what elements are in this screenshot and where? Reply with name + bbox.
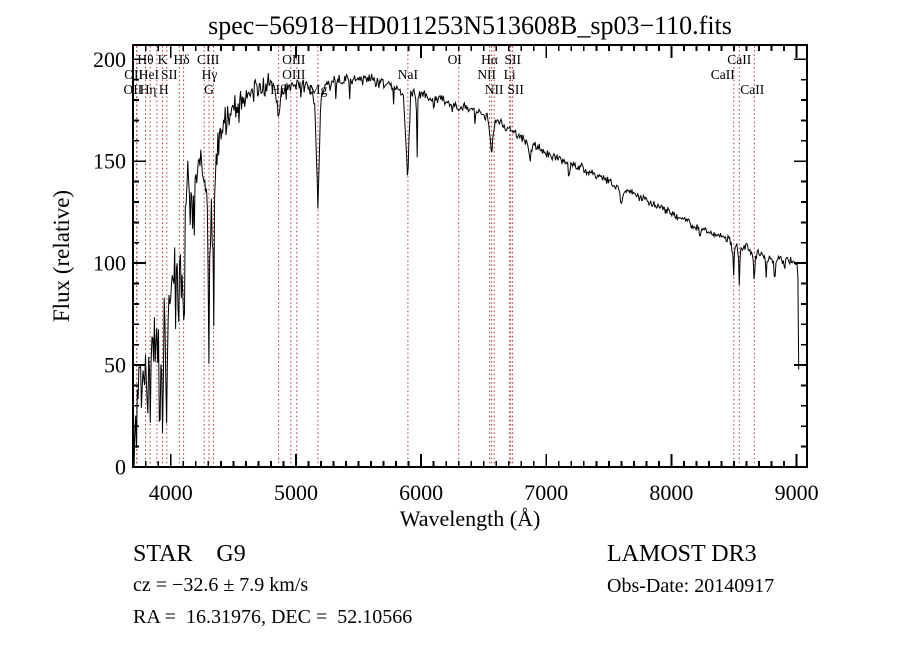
spectral-line-label: OIII <box>282 52 306 67</box>
axis-ticks <box>133 45 807 467</box>
spectral-line-label: NII <box>477 67 496 82</box>
y-tick-label: 200 <box>93 47 126 72</box>
y-tick-label: 0 <box>115 455 126 480</box>
obs-date-value: Obs-Date: 20140917 <box>607 575 775 597</box>
spectral-line-label: SII <box>504 52 521 67</box>
spectral-line-markers <box>136 46 755 466</box>
x-axis-label: Wavelength (Å) <box>399 506 541 531</box>
plot-title: spec−56918−HD011253N513608B_sp03−110.fit… <box>208 11 732 40</box>
x-tick-label: 8000 <box>649 480 693 505</box>
spectral-line-label: Hα <box>481 52 498 67</box>
class-subclass-label: STAR G9 <box>133 541 246 567</box>
survey-label: LAMOST DR3 <box>607 541 757 567</box>
y-tick-labels: 0 50 100 150 200 <box>93 47 126 480</box>
x-tick-label: 9000 <box>775 480 819 505</box>
spectral-line-label: SII <box>161 67 178 82</box>
spectral-line-label: Li <box>504 67 516 82</box>
spectral-line-label: CIII <box>197 52 220 67</box>
spectral-line-label: NII <box>485 82 504 97</box>
plot-frame <box>132 44 808 468</box>
spectral-line-label: CaII <box>740 82 764 97</box>
spectral-line-label: Hγ <box>202 67 218 82</box>
spectral-line-label: NaI <box>398 67 419 82</box>
spectral-line-label: OI <box>448 52 463 67</box>
spectral-line-label: CaII <box>711 67 735 82</box>
x-tick-label: 4000 <box>149 480 193 505</box>
cz-value: cz = −32.6 ± 7.9 km/s <box>133 574 309 596</box>
spectrum <box>132 73 800 467</box>
spectral-line-label: G <box>204 82 214 97</box>
spectral-line-label: K <box>158 52 168 67</box>
spectral-line-label: SII <box>507 82 524 97</box>
x-tick-labels: 4000 5000 6000 7000 8000 9000 <box>149 480 819 505</box>
y-tick-label: 100 <box>93 251 126 276</box>
frame <box>132 44 808 468</box>
x-tick-label: 6000 <box>399 480 443 505</box>
spectrum-trace <box>132 73 800 467</box>
ra-dec-value: RA = 16.31976, DEC = 52.10566 <box>133 606 413 628</box>
spectral-line-label: H <box>159 82 169 97</box>
y-tick-label: 150 <box>93 149 126 174</box>
spectral-line-label: Hη <box>140 82 157 97</box>
spectral-line-label: HeI <box>139 67 160 82</box>
spectral-line-label: CaII <box>727 52 751 67</box>
x-tick-label: 7000 <box>524 480 568 505</box>
x-tick-label: 5000 <box>274 480 318 505</box>
spectral-line-label: OIII <box>282 67 306 82</box>
spectral-line-label: Hδ <box>174 52 190 67</box>
y-tick-label: 50 <box>104 353 126 378</box>
